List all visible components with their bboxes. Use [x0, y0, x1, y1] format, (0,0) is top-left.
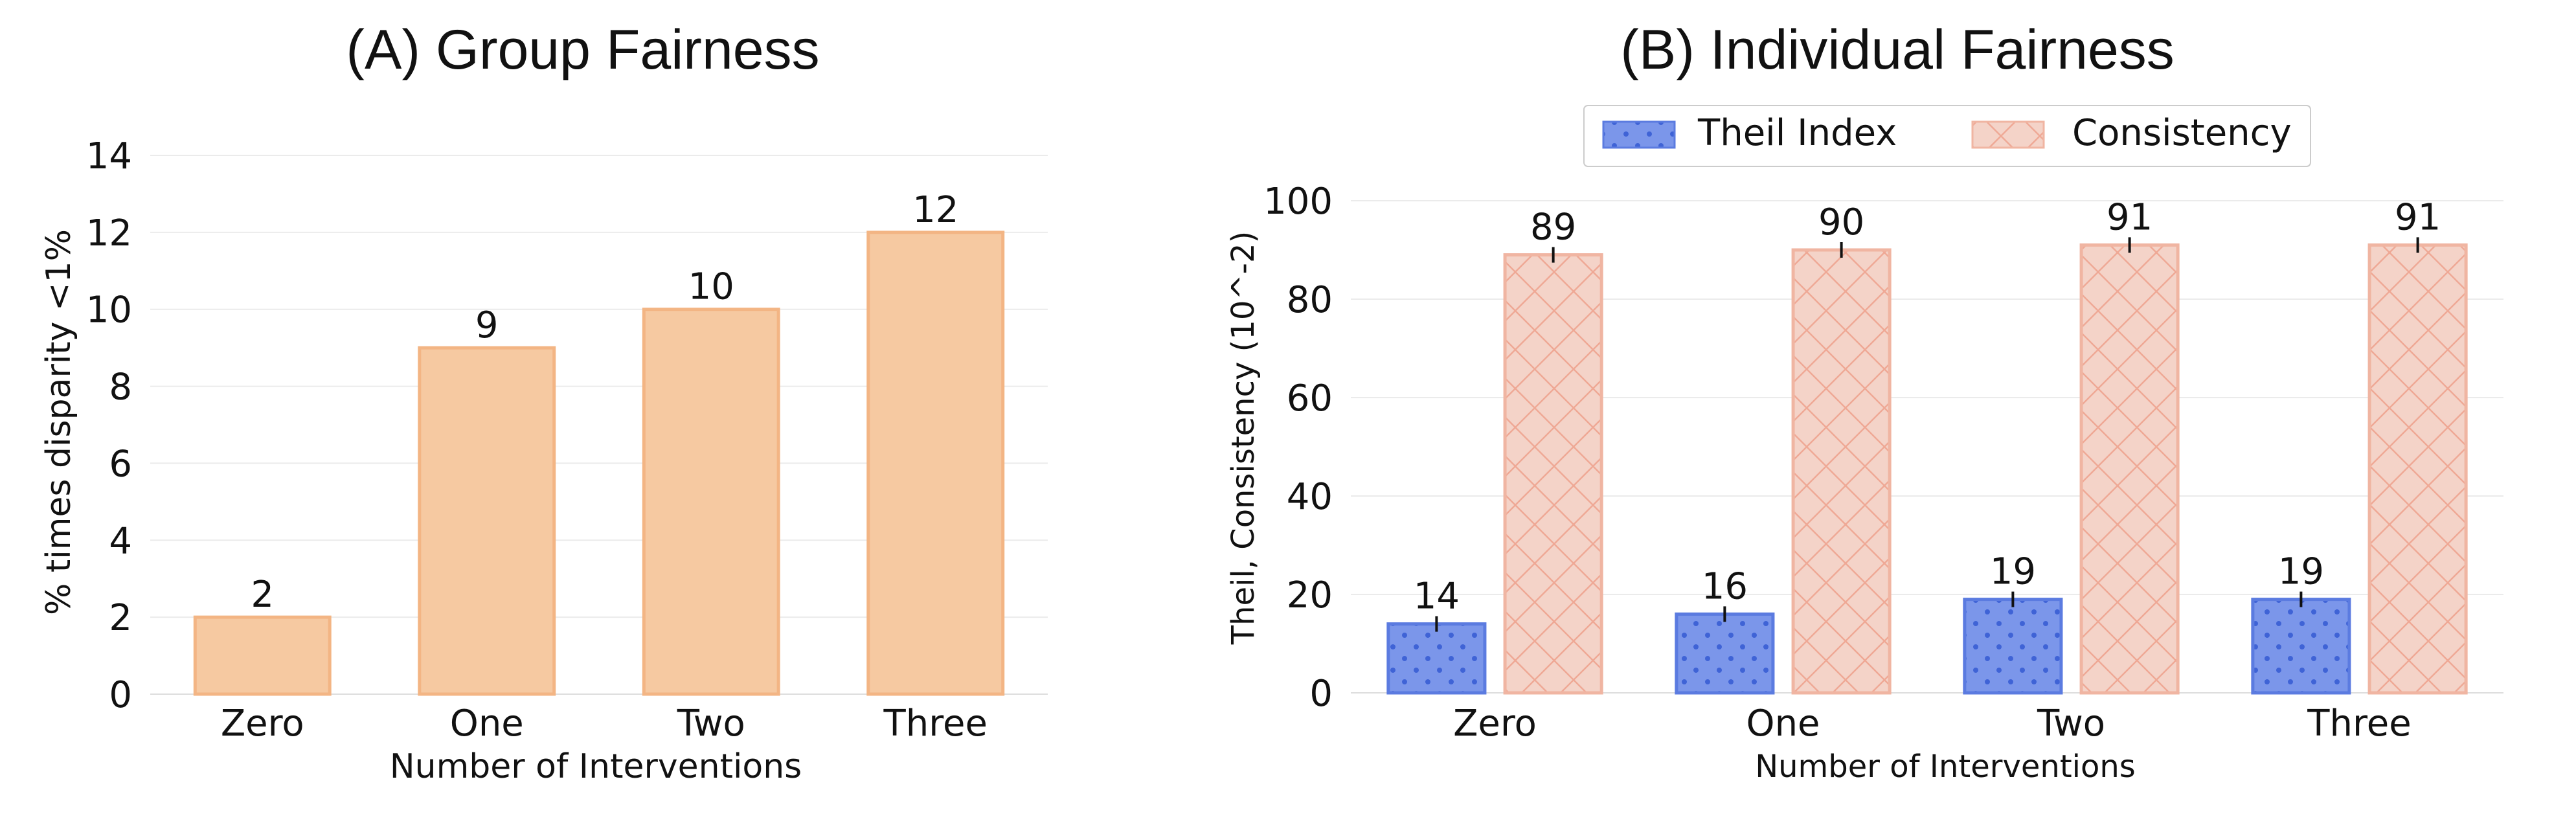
legend-swatch-theil — [1602, 120, 1676, 149]
chart-b-legend: Theil Index Consistency — [1583, 105, 2311, 167]
chart-b-xtick-label: One — [1746, 703, 1820, 745]
chart-a-bar — [193, 615, 332, 696]
chart-b-bar-consistency — [2079, 243, 2180, 695]
chart-a-title: (A) Group Fairness — [346, 19, 819, 81]
chart-b-ytick-label: 20 — [1287, 574, 1333, 616]
legend-label-consistency: Consistency — [2072, 112, 2292, 154]
chart-a-data-label: 9 — [475, 304, 499, 346]
chart-a-bar — [418, 346, 556, 696]
chart-a-xtick-label: Two — [677, 703, 745, 745]
chart-b-data-label-consistency: 90 — [1818, 201, 1864, 243]
chart-a-xtick-label: Zero — [221, 703, 304, 745]
chart-a-data-label: 12 — [912, 189, 958, 231]
chart-b-error-bars — [1435, 237, 2419, 632]
chart-b-bar-consistency — [2367, 243, 2468, 695]
chart-a-data-label: 10 — [688, 266, 734, 308]
chart-a-ytick-label: 0 — [109, 674, 132, 716]
chart-a-data-labels: 2 9 10 12 — [251, 189, 958, 616]
chart-a-xticks: Zero One Two Three — [221, 703, 988, 745]
chart-a-ytick-label: 4 — [109, 520, 132, 562]
chart-b-bar-theil — [1963, 598, 2063, 695]
chart-b-data-label-theil: 16 — [1702, 565, 1748, 607]
chart-b-data-label-consistency: 91 — [2395, 196, 2441, 238]
chart-a-ylabel: % times disparity <1% — [40, 229, 78, 615]
chart-b-xtick-label: Two — [2037, 703, 2105, 745]
chart-b-bar-theil — [2251, 598, 2351, 695]
chart-a-xlabel: Number of Interventions — [390, 747, 802, 786]
chart-b-bar-consistency — [1503, 253, 1603, 695]
chart-b-xlabel: Number of Interventions — [1755, 749, 2136, 785]
chart-a-yticks: 0 2 4 6 8 10 12 14 — [86, 135, 132, 716]
chart-b-data-label-consistency: 91 — [2107, 196, 2152, 238]
chart-a-bar — [642, 308, 780, 696]
chart-a-xtick-label: Three — [883, 703, 988, 745]
chart-panel-b: (B) Individual Fairness Theil Index Cons… — [1225, 19, 2503, 785]
legend-swatch-consistency — [1971, 120, 2045, 149]
legend-frame — [1583, 105, 2311, 167]
chart-b-bar-theil — [1675, 612, 1775, 695]
chart-a-ytick-label: 6 — [109, 443, 132, 485]
chart-a-xtick-label: One — [450, 703, 524, 745]
chart-a-ytick-label: 12 — [86, 212, 132, 254]
chart-a-ytick-label: 14 — [86, 135, 132, 177]
chart-b-data-label-theil: 19 — [1990, 551, 2036, 593]
chart-b-xtick-label: Three — [2307, 703, 2411, 745]
chart-b-ytick-label: 80 — [1287, 279, 1333, 321]
chart-b-data-label-theil: 19 — [2278, 551, 2324, 593]
chart-b-data-label-consistency: 89 — [1530, 207, 1576, 249]
chart-a-bar — [866, 231, 1005, 696]
chart-a-ytick-label: 2 — [109, 597, 132, 639]
chart-b-ytick-label: 0 — [1309, 673, 1333, 715]
chart-b-bar-consistency — [1791, 248, 1892, 695]
chart-b-ytick-label: 60 — [1287, 378, 1333, 420]
chart-b-title: (B) Individual Fairness — [1620, 19, 2175, 81]
chart-b-ytick-label: 40 — [1287, 476, 1333, 518]
chart-b-data-label-theil: 14 — [1414, 576, 1460, 618]
chart-a-data-label: 2 — [251, 574, 274, 616]
chart-b-xticks: Zero One Two Three — [1453, 703, 2412, 745]
legend-label-theil: Theil Index — [1697, 112, 1897, 154]
chart-b-data-labels: 14 89 16 90 19 91 19 91 — [1414, 196, 2441, 617]
chart-panel-a: (A) Group Fairness 0 2 4 6 8 10 12 14 2 9 10 12 Ze… — [40, 19, 1048, 786]
chart-a-ytick-label: 10 — [86, 289, 132, 332]
chart-b-bar-theil — [1386, 622, 1487, 695]
chart-a-bars — [193, 231, 1005, 696]
chart-a-ytick-label: 8 — [109, 366, 132, 409]
chart-b-yticks: 0 20 40 60 80 100 — [1263, 181, 1333, 715]
chart-b-bars — [1386, 243, 2468, 695]
chart-b-ylabel: Theil, Consistency (10^-2) — [1225, 231, 1261, 646]
chart-b-xtick-label: Zero — [1453, 703, 1537, 745]
chart-b-ytick-label: 100 — [1263, 181, 1333, 223]
